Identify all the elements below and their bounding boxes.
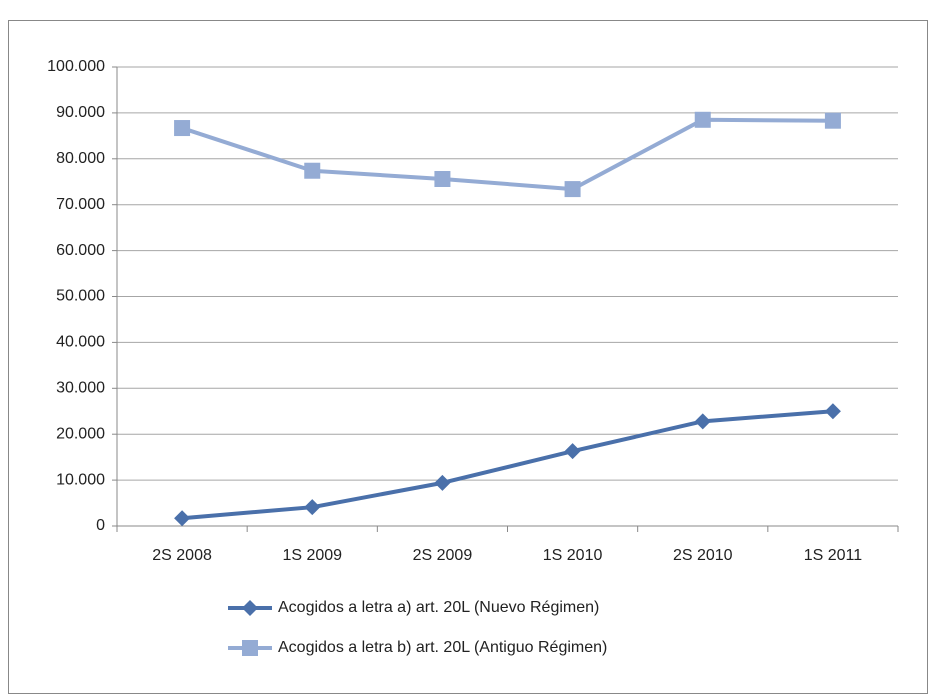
marker	[242, 640, 258, 656]
y-tick-label: 20.000	[56, 425, 105, 442]
series-line	[181, 117, 833, 192]
marker	[174, 120, 191, 137]
marker	[304, 499, 321, 516]
marker	[434, 474, 451, 491]
marker	[174, 510, 191, 527]
marker	[304, 162, 321, 179]
y-tick-label: 90.000	[56, 104, 105, 121]
y-tick-label: 30.000	[56, 380, 105, 397]
marker	[242, 600, 258, 616]
y-tick-label: 100.000	[47, 58, 105, 75]
x-tick-label: 2S 2008	[152, 547, 212, 564]
x-tick-label: 2S 2010	[673, 547, 733, 564]
legend-label: Acogidos a letra b) art. 20L (Antiguo Ré…	[278, 639, 607, 656]
marker	[824, 403, 841, 420]
series-line	[181, 409, 834, 521]
x-tick-label: 2S 2009	[413, 547, 473, 564]
marker	[434, 170, 451, 187]
legend-label: Acogidos a letra a) art. 20L (Nuevo Régi…	[278, 599, 599, 616]
y-tick-label: 70.000	[56, 196, 105, 213]
marker	[694, 111, 711, 128]
chart-frame	[8, 20, 928, 694]
y-tick-label: 0	[96, 517, 105, 534]
y-tick-label: 60.000	[56, 242, 105, 259]
y-tick-label: 40.000	[56, 334, 105, 351]
marker	[694, 413, 711, 430]
y-tick-label: 50.000	[56, 288, 105, 305]
marker	[564, 443, 581, 460]
x-tick-label: 1S 2011	[804, 547, 863, 564]
marker	[564, 181, 581, 198]
x-tick-label: 1S 2009	[282, 547, 342, 564]
y-tick-label: 80.000	[56, 150, 105, 167]
marker	[824, 112, 841, 129]
y-tick-label: 10.000	[56, 471, 105, 488]
x-tick-label: 1S 2010	[543, 547, 603, 564]
